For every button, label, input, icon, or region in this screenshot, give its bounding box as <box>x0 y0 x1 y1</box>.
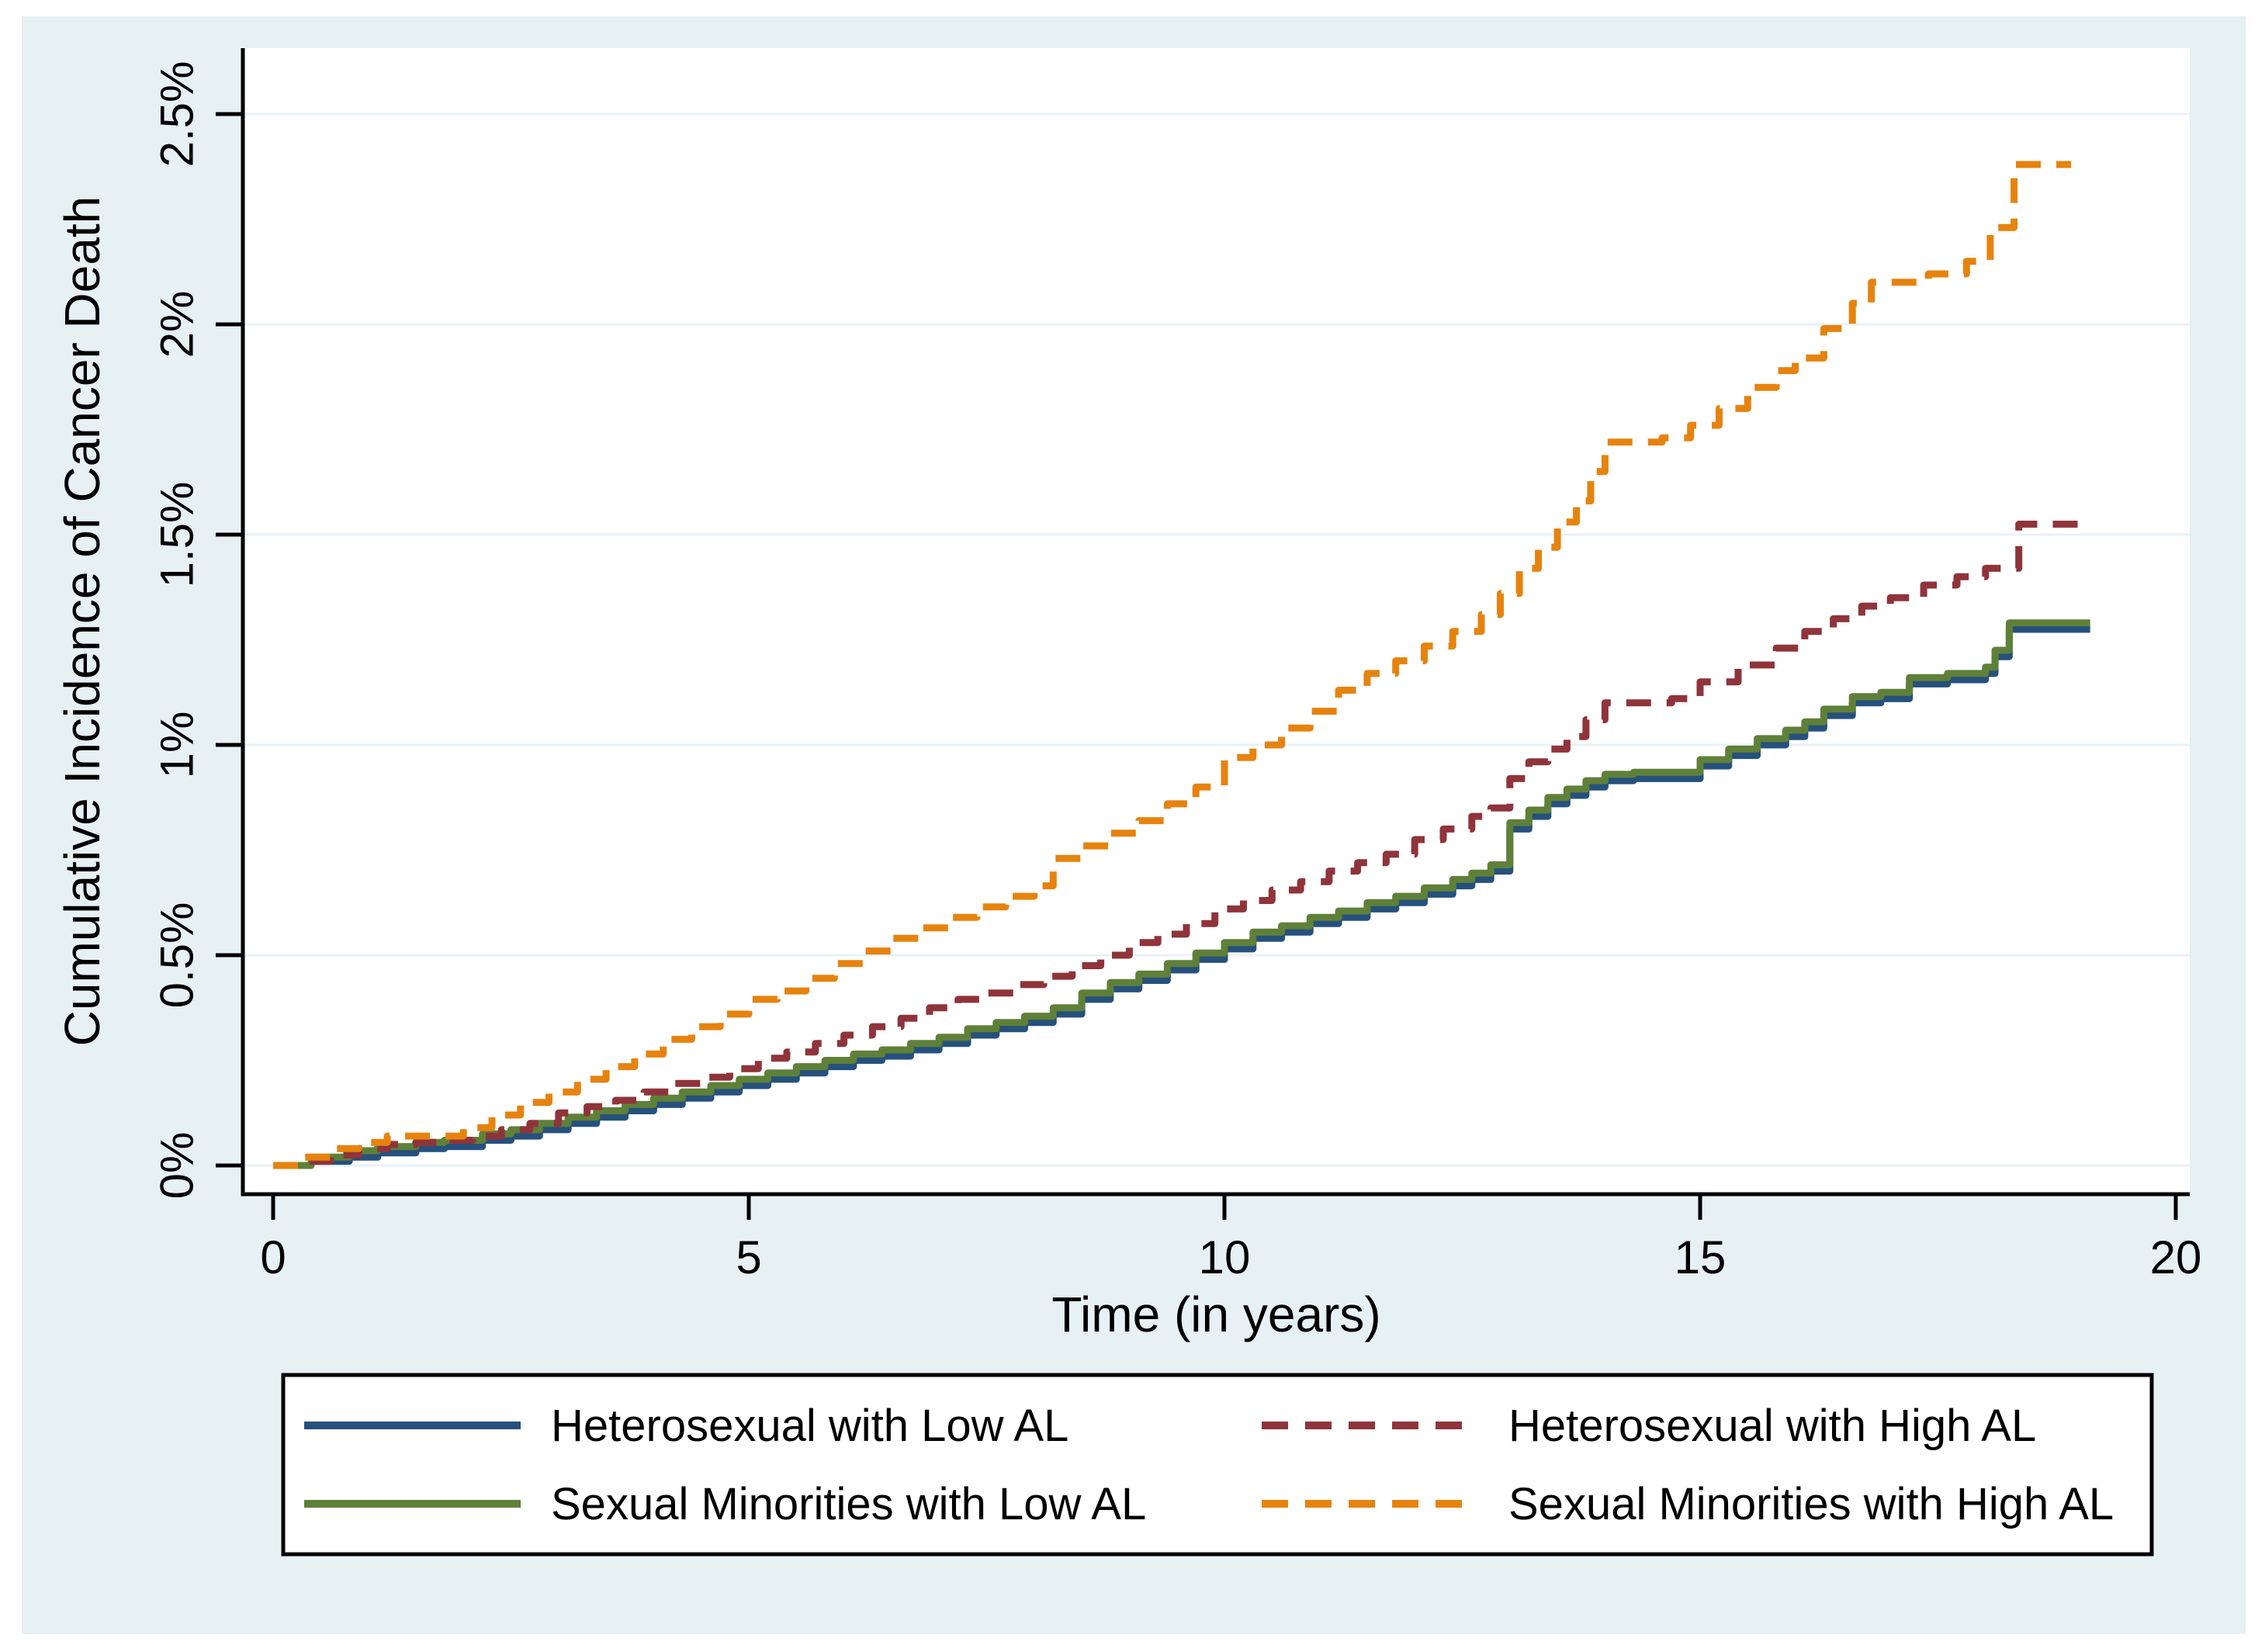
y-tick-label: 2% <box>151 291 203 358</box>
tick-marks <box>216 112 2178 1220</box>
legend-box: Heterosexual with Low AL Heterosexual wit… <box>281 1373 2154 1557</box>
legend-label-heterosexual-with-high-al: Heterosexual with High AL <box>1508 1401 2036 1451</box>
y-tick-label: 0% <box>151 1132 203 1200</box>
y-tick-label: 1% <box>151 712 203 779</box>
tick-labels: 0% 0.5% 1% 1.5% 2% 2.5% 0 5 10 15 20 <box>151 61 2202 1283</box>
legend-frame <box>281 1373 2154 1557</box>
x-tick-label: 0 <box>260 1231 286 1283</box>
y-tick-label: 2.5% <box>151 61 203 168</box>
series-line-heterosexual-with-high-al <box>273 521 2086 1169</box>
x-axis-title: Time (in years) <box>1051 1287 1380 1342</box>
series-line-sexual-minorities-with-high-al <box>273 161 2072 1169</box>
series-line-sexual-minorities-with-low-al <box>273 619 2090 1169</box>
y-tick-label: 0.5% <box>151 902 203 1009</box>
x-tick-label: 10 <box>1199 1231 1251 1283</box>
plot-area <box>243 48 2190 1194</box>
y-axis-title: Cumulative Incidence of Cancer Death <box>54 196 110 1047</box>
y-tick-label: 1.5% <box>151 482 203 588</box>
axes <box>241 48 2190 1197</box>
x-tick-label: 20 <box>2150 1231 2202 1283</box>
x-tick-label: 5 <box>736 1231 761 1283</box>
legend-label-sexual-minorities-with-low-al: Sexual Minorities with Low AL <box>551 1479 1146 1529</box>
x-tick-label: 15 <box>1675 1231 1726 1283</box>
series-lines <box>273 161 2090 1169</box>
series-line-heterosexual-with-low-al <box>273 625 2090 1169</box>
axis-titles: Time (in years) Cumulative Incidence of C… <box>54 196 1381 1342</box>
legend-label-sexual-minorities-with-high-al: Sexual Minorities with High AL <box>1508 1479 2114 1529</box>
legend-label-heterosexual-with-low-al: Heterosexual with Low AL <box>551 1401 1068 1451</box>
